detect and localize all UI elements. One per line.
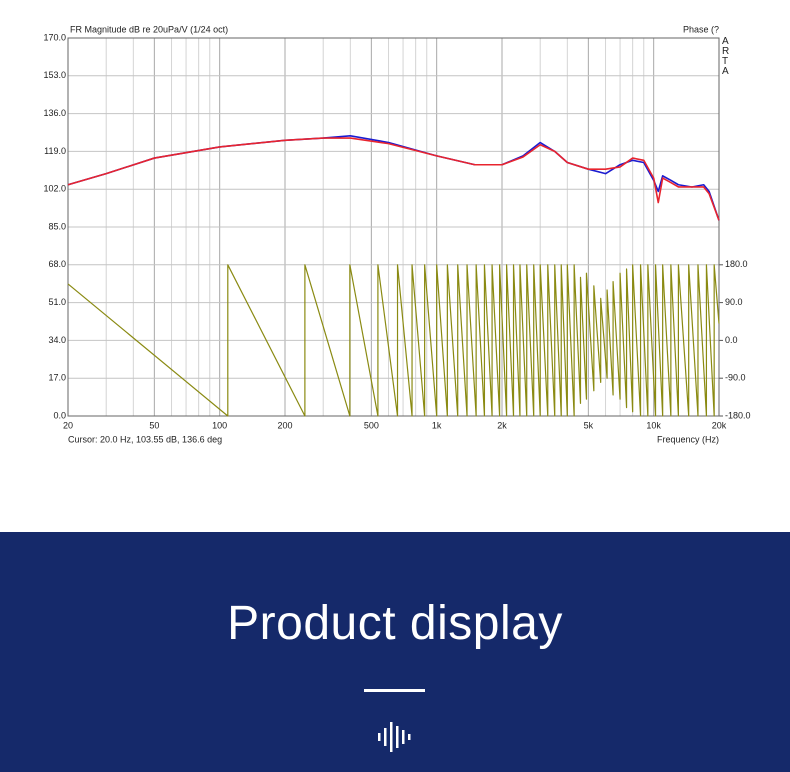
x-axis-label: Frequency (Hz): [657, 434, 719, 444]
x-tick-label: 100: [212, 420, 227, 430]
y-tick-label: 153.0: [43, 70, 66, 80]
y-tick-label: 102.0: [43, 184, 66, 194]
y-tick-label: 68.0: [48, 259, 66, 269]
watermark: ARTA: [722, 36, 730, 77]
sound-icon: [378, 722, 411, 752]
y2-tick-label: 180.0: [725, 259, 748, 269]
y2-tick-label: 90.0: [725, 297, 743, 307]
plot-frame: [67, 37, 720, 417]
banner-title: Product display: [227, 597, 563, 650]
y-tick-label: 119.0: [44, 146, 66, 156]
phase-line: [67, 264, 720, 417]
x-tick-label: 20k: [712, 420, 727, 430]
y-tick-label: 51.0: [48, 297, 66, 307]
y-tick-label: 34.0: [48, 335, 66, 345]
x-tick-label: 1k: [432, 420, 442, 430]
y-tick-label: 85.0: [48, 221, 66, 231]
y-tick-label: 0.0: [53, 410, 66, 420]
x-tick-label: 5k: [584, 420, 594, 430]
x-tick-label: 200: [277, 420, 292, 430]
y2-tick-label: -180.0: [725, 410, 751, 420]
x-tick-label: 500: [364, 420, 379, 430]
x-tick-label: 20: [63, 420, 73, 430]
y2-tick-label: -90.0: [725, 373, 746, 383]
divider: [364, 689, 425, 692]
banner: Product display: [0, 532, 790, 772]
chart: FR Magnitude dB re 20uPa/V (1/24 oct) Ph…: [43, 24, 751, 444]
x-tick-label: 10k: [646, 420, 661, 430]
chart-title: FR Magnitude dB re 20uPa/V (1/24 oct): [70, 24, 228, 34]
y-tick-label: 17.0: [48, 373, 66, 383]
y2-axis-label: Phase (?: [683, 24, 719, 34]
y-tick-label: 136.0: [43, 108, 66, 118]
x-tick-label: 50: [149, 420, 159, 430]
x-tick-label: 2k: [497, 420, 507, 430]
magnitude-line: [67, 137, 720, 221]
y-tick-label: 170.0: [43, 32, 66, 42]
y2-tick-label: 0.0: [725, 335, 738, 345]
cursor-readout: Cursor: 20.0 Hz, 103.55 dB, 136.6 deg: [68, 434, 222, 444]
